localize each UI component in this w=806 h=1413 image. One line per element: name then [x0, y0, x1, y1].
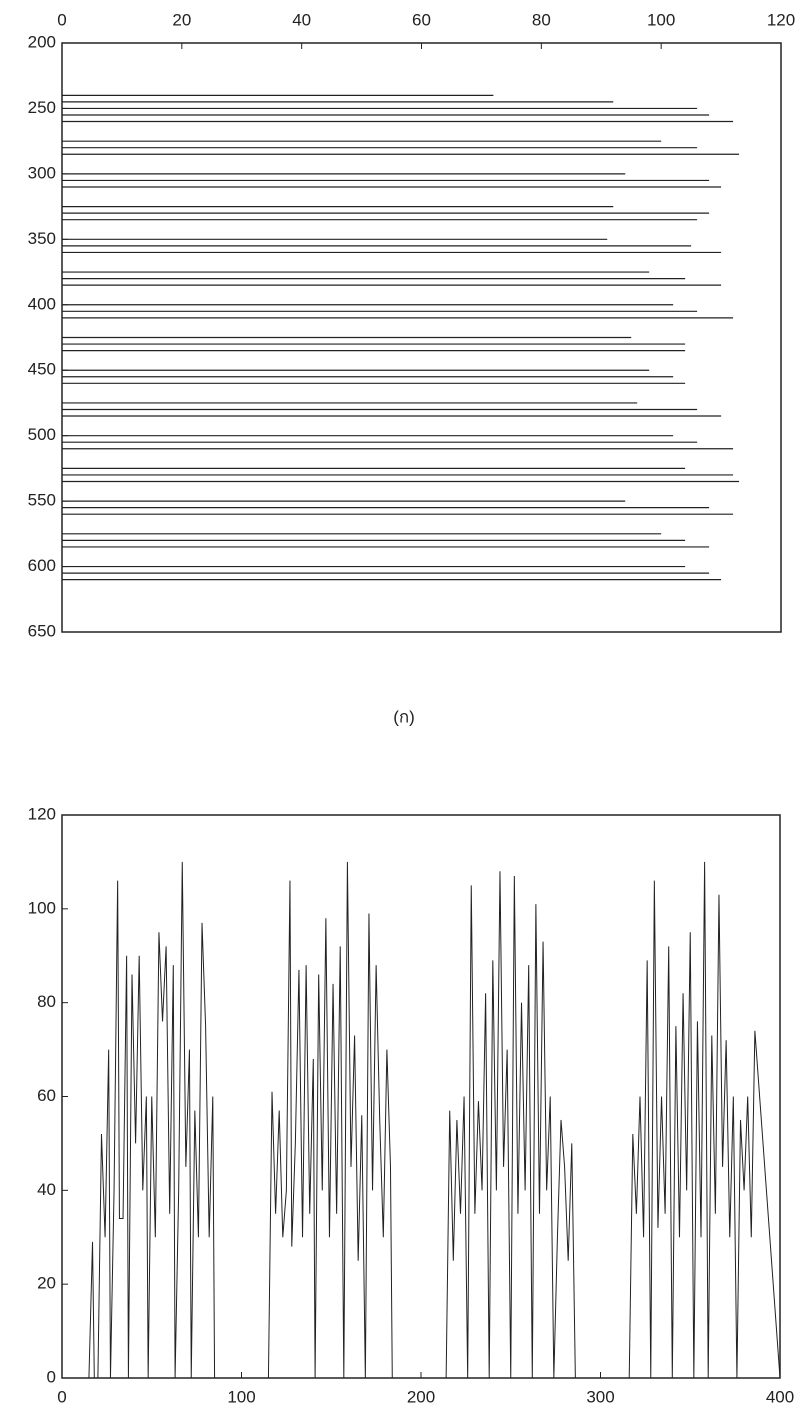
y-tick-label: 250: [28, 98, 56, 117]
x-tick-label: 80: [532, 10, 551, 29]
x-tick-label: 200: [407, 1387, 435, 1406]
x-tick-label: 60: [412, 10, 431, 29]
y-tick-label: 450: [28, 360, 56, 379]
x-tick-label: 300: [586, 1387, 614, 1406]
caption: (ก): [393, 707, 415, 726]
y-tick-label: 650: [28, 621, 56, 640]
y-tick-label: 550: [28, 491, 56, 510]
plot-frame: [61, 814, 781, 1379]
x-tick-label: 0: [57, 10, 66, 29]
y-tick-label: 300: [28, 163, 56, 182]
y-tick-label: 80: [37, 992, 56, 1011]
x-tick-label: 400: [766, 1387, 794, 1406]
x-tick-label: 20: [172, 10, 191, 29]
x-tick-label: 100: [227, 1387, 255, 1406]
x-tick-label: 120: [767, 10, 795, 29]
signal-line: [62, 861, 781, 1379]
y-tick-label: 100: [28, 898, 56, 917]
x-tick-label: 40: [292, 10, 311, 29]
y-tick-label: 600: [28, 556, 56, 575]
y-tick-label: 500: [28, 425, 56, 444]
y-tick-label: 0: [47, 1367, 56, 1386]
y-tick-label: 400: [28, 294, 56, 313]
x-tick-label: 100: [647, 10, 675, 29]
y-tick-label: 120: [28, 804, 56, 823]
y-tick-label: 350: [28, 229, 56, 248]
y-tick-label: 40: [37, 1180, 56, 1199]
y-tick-label: 60: [37, 1086, 56, 1105]
y-tick-label: 20: [37, 1274, 56, 1293]
y-tick-label: 200: [28, 32, 56, 51]
x-tick-label: 0: [57, 1387, 66, 1406]
